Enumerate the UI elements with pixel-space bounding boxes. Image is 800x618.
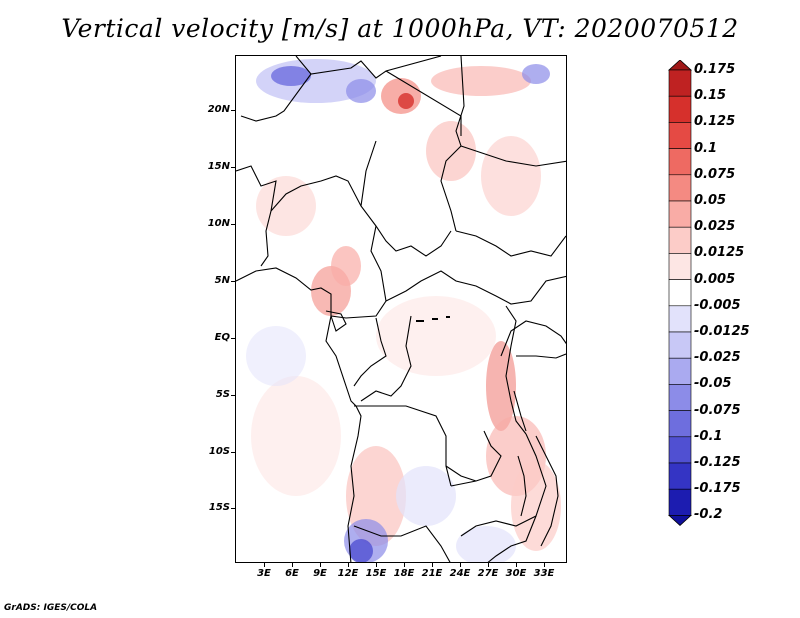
- lat-tick: [231, 338, 235, 339]
- map-panel: [235, 55, 567, 563]
- colorbar-label: 0.025: [694, 219, 736, 235]
- colorbar-label: 0.05: [694, 193, 727, 208]
- map-title: Vertical velocity [m/s] at 1000hPa, VT: …: [61, 14, 739, 43]
- lon-tick: [376, 563, 377, 567]
- colorbar-label: -0.025: [694, 350, 741, 366]
- country-boundaries: [236, 56, 566, 562]
- lon-tick: [544, 563, 545, 567]
- colorbar-segment: [668, 357, 692, 385]
- lon-label: 30E: [505, 568, 527, 579]
- colorbar-label: -0.005: [694, 297, 741, 313]
- lat-tick: [231, 167, 235, 168]
- lat-label: EQ: [214, 332, 230, 343]
- colorbar-label: -0.05: [694, 376, 732, 392]
- lat-label: 10N: [207, 218, 230, 229]
- colorbar-segment: [668, 69, 692, 97]
- lon-tick: [488, 563, 489, 567]
- lon-tick: [320, 563, 321, 567]
- lon-label: 24E: [449, 568, 471, 579]
- colorbar-label: 0.15: [694, 88, 727, 104]
- lon-tick: [292, 563, 293, 567]
- lon-tick: [264, 563, 265, 567]
- lake-outlines: [416, 316, 450, 322]
- colorbar-segment: [668, 200, 692, 228]
- grads-credit: GrADS: IGES/COLA: [4, 603, 98, 613]
- colorbar-segment: [668, 174, 692, 202]
- lon-label: 33E: [533, 568, 555, 579]
- lon-label: 15E: [365, 568, 387, 579]
- colorbar-segment: [668, 462, 692, 490]
- colorbar-segment: [668, 331, 692, 359]
- colorbar-label: 0.175: [694, 62, 736, 77]
- lat-tick: [231, 281, 235, 282]
- lon-label: 12E: [337, 568, 359, 579]
- lon-label: 6E: [285, 568, 299, 579]
- colorbar-label: 0.125: [694, 114, 736, 130]
- lon-tick: [348, 563, 349, 567]
- colorbar-segment: [668, 436, 692, 464]
- lat-label: 15S: [208, 502, 230, 513]
- colorbar-segment: [668, 305, 692, 333]
- colorbar-label: -0.0125: [694, 324, 750, 339]
- lon-label: 27E: [477, 568, 499, 579]
- colorbar-label: -0.175: [694, 481, 741, 497]
- lat-tick: [231, 508, 235, 509]
- vertical-velocity-map: [236, 56, 566, 562]
- lon-tick: [432, 563, 433, 567]
- lat-label: 15N: [207, 161, 230, 172]
- colorbar-segment: [668, 148, 692, 176]
- lat-tick: [231, 395, 235, 396]
- lat-label: 5S: [215, 389, 230, 400]
- lat-label: 20N: [207, 104, 230, 115]
- lon-tick: [516, 563, 517, 567]
- colorbar-segment: [668, 279, 692, 307]
- colorbar-segment: [668, 95, 692, 123]
- colorbar-segment: [668, 410, 692, 438]
- colorbar-label: -0.075: [694, 402, 741, 418]
- lon-label: 3E: [257, 568, 271, 579]
- lat-tick: [231, 224, 235, 225]
- lon-label: 18E: [393, 568, 415, 579]
- colorbar-max-arrow: [667, 60, 693, 71]
- colorbar-min-arrow: [667, 514, 693, 526]
- colorbar-segment: [668, 122, 692, 149]
- colorbar-label: 0.005: [694, 271, 736, 287]
- colorbar-segment: [668, 488, 692, 516]
- colorbar-label: 0.0125: [694, 245, 745, 261]
- velocity-shading: [246, 59, 561, 562]
- colorbar: [667, 60, 693, 526]
- lon-tick: [404, 563, 405, 567]
- colorbar-label: -0.2: [694, 507, 723, 523]
- lat-label: 5N: [214, 275, 230, 286]
- lat-tick: [231, 110, 235, 111]
- colorbar-segment: [668, 384, 692, 411]
- lon-label: 21E: [421, 568, 443, 579]
- lon-tick: [460, 563, 461, 567]
- colorbar-segment: [668, 253, 692, 280]
- lon-label: 9E: [313, 568, 327, 579]
- lat-tick: [231, 452, 235, 453]
- lat-label: 10S: [208, 446, 230, 457]
- colorbar-label: 0.1: [694, 140, 718, 156]
- colorbar-label: -0.125: [694, 455, 741, 470]
- colorbar-label: 0.075: [694, 166, 736, 182]
- colorbar-label: -0.1: [694, 428, 723, 444]
- colorbar-segment: [668, 226, 692, 254]
